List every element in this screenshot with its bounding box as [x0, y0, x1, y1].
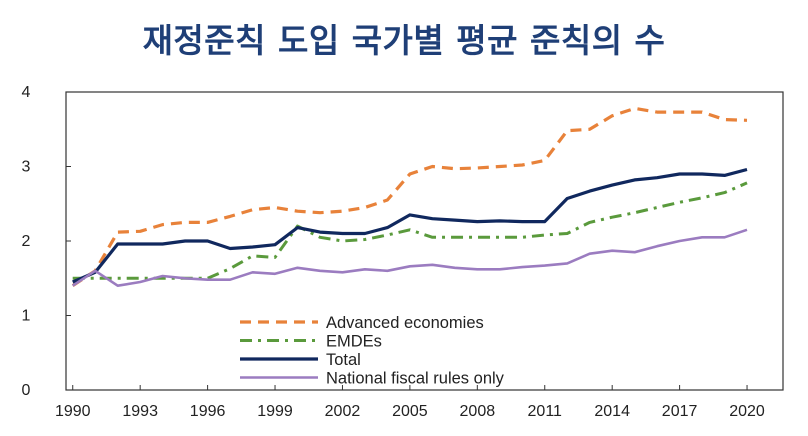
- x-tick-label: 2005: [392, 403, 428, 420]
- y-tick-label: 2: [22, 233, 31, 250]
- chart-axes: 0 1 2 3 4 1990 1993 1996 1999 2002 2005 2008 2011 201…: [22, 84, 784, 420]
- chart-title: 재정준칙 도입 국가별 평균 준칙의 수: [142, 21, 666, 60]
- legend-label-emdes: EMDEs: [326, 333, 382, 351]
- x-tick-label: 1999: [257, 403, 293, 420]
- series-line-emdes: [72, 181, 748, 280]
- x-tick-label: 1990: [55, 403, 91, 420]
- x-tick-label: 1993: [122, 403, 158, 420]
- series-line-advanced-economies: [71, 106, 748, 288]
- y-tick-label: 1: [22, 308, 31, 325]
- legend-label-national-fiscal-rules-only: National fiscal rules only: [326, 370, 505, 388]
- y-tick-label: 3: [22, 159, 31, 176]
- x-tick-label: 2011: [528, 403, 563, 420]
- x-tick-label: 2017: [662, 403, 698, 420]
- x-tick-label: 1996: [190, 403, 226, 420]
- legend-label-advanced-economies: Advanced economies: [326, 314, 484, 332]
- y-tick-label: 4: [22, 84, 31, 101]
- legend-label-total: Total: [326, 351, 361, 369]
- series-lines: [71, 106, 748, 288]
- x-tick-label: 2002: [325, 403, 361, 420]
- y-tick-label: 0: [22, 382, 31, 399]
- series-line-national-fiscal-rules-only: [71, 228, 748, 288]
- x-tick-label: 2014: [594, 403, 630, 420]
- x-tick-label: 2020: [729, 403, 765, 420]
- series-line-total: [72, 167, 748, 284]
- x-tick-label: 2008: [460, 403, 496, 420]
